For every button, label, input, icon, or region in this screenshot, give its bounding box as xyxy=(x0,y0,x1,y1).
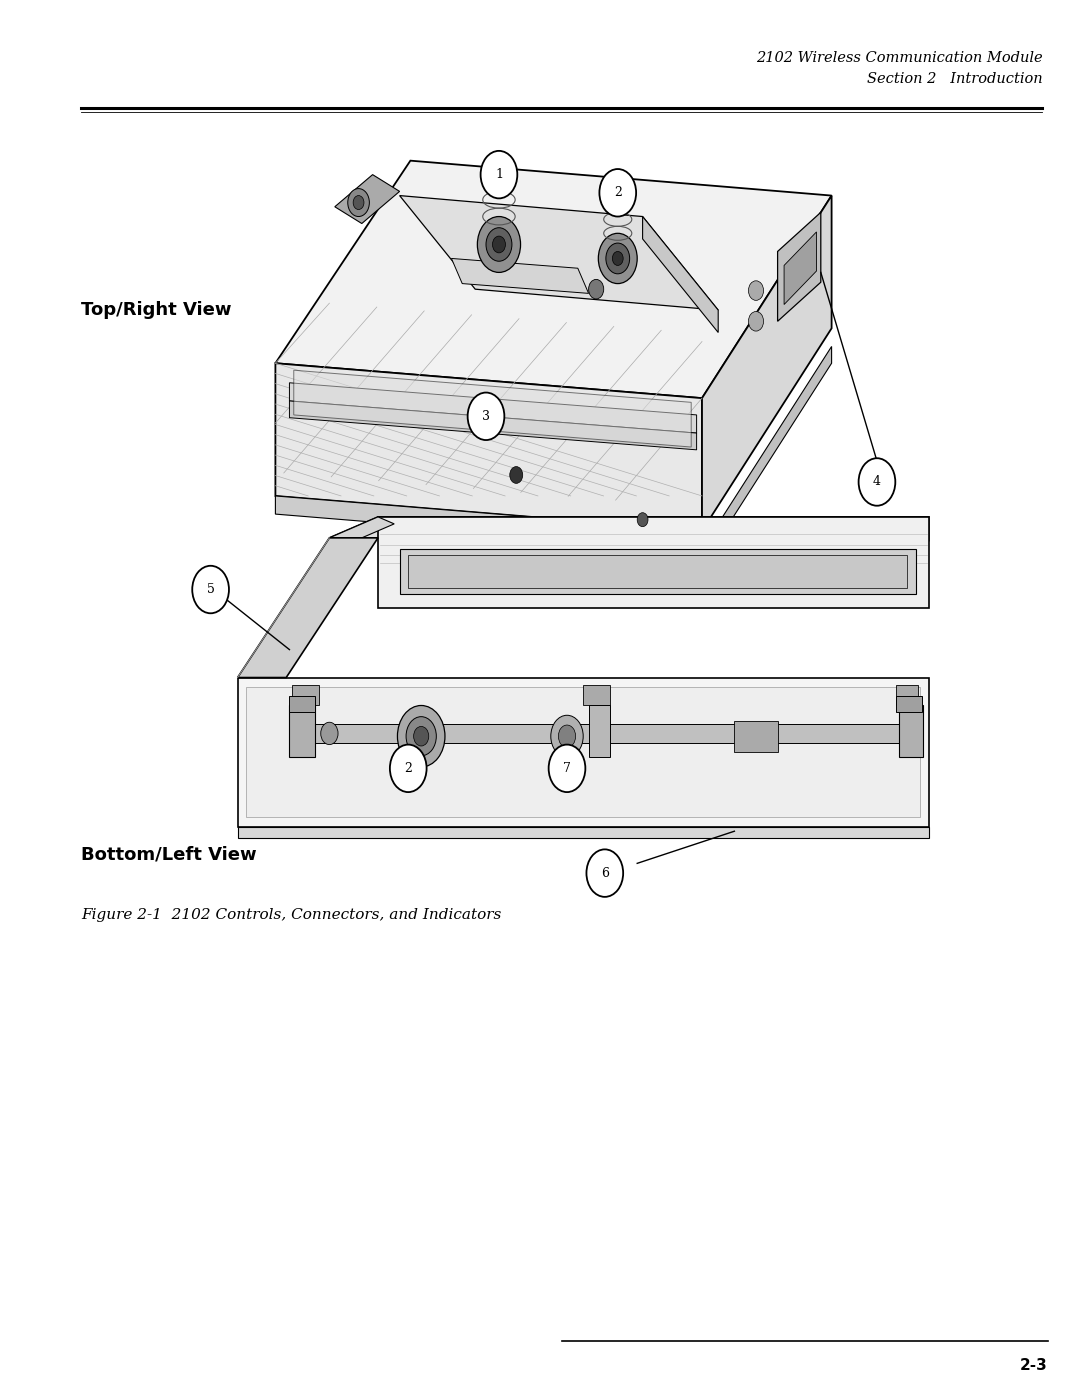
Polygon shape xyxy=(451,258,589,293)
Text: Top/Right View: Top/Right View xyxy=(81,302,231,319)
Circle shape xyxy=(468,393,504,440)
Polygon shape xyxy=(289,383,697,433)
Polygon shape xyxy=(899,705,923,757)
Text: 2-3: 2-3 xyxy=(1020,1358,1048,1373)
Circle shape xyxy=(477,217,521,272)
Circle shape xyxy=(510,467,523,483)
Text: 1: 1 xyxy=(495,168,503,182)
Circle shape xyxy=(558,725,576,747)
Circle shape xyxy=(321,722,338,745)
Circle shape xyxy=(859,458,895,506)
Circle shape xyxy=(353,196,364,210)
Text: 7: 7 xyxy=(563,761,571,775)
Polygon shape xyxy=(400,196,718,310)
Polygon shape xyxy=(238,827,929,838)
Polygon shape xyxy=(294,370,691,447)
Polygon shape xyxy=(275,363,702,531)
Polygon shape xyxy=(702,346,832,566)
Polygon shape xyxy=(643,217,718,332)
Circle shape xyxy=(406,717,436,756)
Polygon shape xyxy=(896,685,918,705)
Circle shape xyxy=(612,251,623,265)
Circle shape xyxy=(492,236,505,253)
Polygon shape xyxy=(275,161,832,398)
Circle shape xyxy=(748,312,764,331)
Polygon shape xyxy=(329,517,929,541)
Polygon shape xyxy=(408,555,907,588)
Polygon shape xyxy=(784,232,816,305)
Polygon shape xyxy=(289,696,315,712)
Text: 2102 Wireless Communication Module: 2102 Wireless Communication Module xyxy=(756,50,1042,64)
Polygon shape xyxy=(238,678,929,827)
Circle shape xyxy=(549,745,585,792)
Circle shape xyxy=(348,189,369,217)
Circle shape xyxy=(606,243,630,274)
Polygon shape xyxy=(896,696,922,712)
Text: 5: 5 xyxy=(206,583,215,597)
Polygon shape xyxy=(246,687,920,817)
Text: 2: 2 xyxy=(613,186,622,200)
Polygon shape xyxy=(289,705,315,757)
Polygon shape xyxy=(289,724,920,743)
Text: 6: 6 xyxy=(600,866,609,880)
Circle shape xyxy=(481,151,517,198)
Text: Section 2   Introduction: Section 2 Introduction xyxy=(866,71,1042,87)
Polygon shape xyxy=(275,496,702,549)
Polygon shape xyxy=(335,175,400,224)
Circle shape xyxy=(486,228,512,261)
Polygon shape xyxy=(702,196,832,531)
Text: Figure 2-1  2102 Controls, Connectors, and Indicators: Figure 2-1 2102 Controls, Connectors, an… xyxy=(81,908,501,922)
Polygon shape xyxy=(583,685,610,705)
Circle shape xyxy=(551,715,583,757)
Text: 4: 4 xyxy=(873,475,881,489)
Text: 3: 3 xyxy=(482,409,490,423)
Text: Bottom/Left View: Bottom/Left View xyxy=(81,847,257,863)
Circle shape xyxy=(192,566,229,613)
Circle shape xyxy=(586,849,623,897)
Polygon shape xyxy=(778,212,821,321)
Circle shape xyxy=(598,233,637,284)
Polygon shape xyxy=(589,705,610,757)
Polygon shape xyxy=(238,538,378,678)
Polygon shape xyxy=(289,401,697,450)
Circle shape xyxy=(599,169,636,217)
Text: 2: 2 xyxy=(404,761,413,775)
Circle shape xyxy=(748,281,764,300)
Polygon shape xyxy=(329,517,394,545)
Polygon shape xyxy=(378,517,929,608)
FancyBboxPatch shape xyxy=(734,721,778,752)
Circle shape xyxy=(637,513,648,527)
Polygon shape xyxy=(400,549,916,594)
Polygon shape xyxy=(292,685,319,705)
Circle shape xyxy=(414,726,429,746)
Circle shape xyxy=(397,705,445,767)
Circle shape xyxy=(589,279,604,299)
Circle shape xyxy=(390,745,427,792)
